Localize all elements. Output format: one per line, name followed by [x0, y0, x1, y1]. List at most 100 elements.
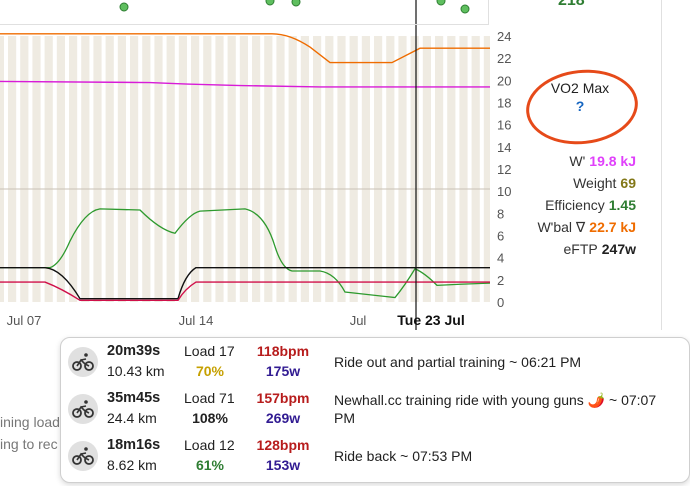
vo2max-block: VO2 Max ?: [530, 80, 630, 114]
crimson-series: [0, 281, 490, 302]
stat-label: W': [569, 153, 586, 169]
day-stripe: [187, 36, 191, 302]
day-stripe: [113, 36, 118, 302]
day-stripe: [333, 36, 338, 302]
stat-value: 22.7 kJ: [589, 219, 636, 235]
orange-series: [0, 33, 490, 64]
day-stripe: [394, 36, 399, 302]
stat-label: eFTP: [563, 241, 598, 257]
activity-heartrate: 118bpm: [256, 343, 310, 359]
y-tick-label: 24: [497, 29, 511, 44]
data-dot: [460, 4, 470, 14]
data-dot: [291, 0, 301, 7]
activity-duration: 35m45s: [107, 390, 161, 406]
stat-efficiency: Efficiency 1.45: [537, 194, 636, 216]
y-tick-label: 12: [497, 162, 511, 177]
activity-duration: 20m39s: [107, 343, 161, 359]
series-lines: [0, 33, 491, 302]
vo2max-label: VO2 Max: [550, 80, 610, 96]
y-tick-label: 0: [497, 295, 504, 310]
activity-row[interactable]: 18m16s 8.62 km Load 12 61% 128bpm 153w R…: [61, 435, 689, 479]
day-stripe: [199, 36, 204, 302]
vo2max-value[interactable]: ?: [575, 98, 585, 114]
stat-label: Efficiency: [545, 197, 605, 213]
day-stripe: [443, 36, 448, 302]
x-tick-label: Tue 23 Jul: [397, 312, 464, 328]
activity-power: 269w: [265, 410, 301, 426]
y-tick-label: 8: [497, 206, 504, 221]
day-stripe: [223, 36, 228, 302]
activity-name[interactable]: Newhall.cc training ride with young guns…: [334, 392, 657, 426]
day-stripe: [418, 36, 423, 302]
data-dot: [436, 0, 446, 6]
day-stripe: [138, 36, 143, 302]
day-stripe: [272, 36, 277, 302]
day-stripe: [65, 36, 69, 302]
day-stripe: [162, 36, 167, 302]
activity-row[interactable]: 20m39s 10.43 km Load 17 70% 118bpm 175w …: [61, 341, 689, 385]
top-partial-value: 218: [558, 0, 585, 9]
activity-intensity: 61%: [195, 457, 225, 473]
stat-eftp: eFTP 247w: [537, 238, 636, 260]
magenta-series: [0, 80, 490, 88]
x-tick-label: Jul: [350, 313, 367, 328]
day-stripe: [467, 36, 472, 302]
stat-weight: Weight 69: [537, 172, 636, 194]
day-stripe: [150, 36, 155, 302]
top-panel-border: [0, 0, 489, 25]
x-axis-ticks: Jul 07 Jul 14 Jul Tue 23 Jul: [7, 312, 465, 328]
y-tick-label: 10: [497, 184, 511, 199]
y-tick-label: 16: [497, 118, 511, 133]
x-tick-label: Jul 14: [179, 313, 214, 328]
y-tick-label: 2: [497, 273, 504, 288]
activity-power: 175w: [265, 363, 301, 379]
bike-icon: [68, 394, 98, 424]
day-stripe: [89, 36, 94, 302]
y-tick-label: 14: [497, 140, 511, 155]
day-stripe: [296, 36, 301, 302]
activity-intensity: 108%: [192, 410, 228, 426]
stat-value: 247w: [601, 241, 636, 257]
day-stripe: [77, 36, 82, 302]
activity-distance: 24.4 km: [107, 410, 157, 426]
day-stripe: [52, 36, 57, 302]
activity-name[interactable]: Ride back ~ 07:53 PM: [334, 448, 473, 464]
bike-icon: [68, 441, 98, 471]
weekday-bands: [0, 36, 490, 302]
activity-row[interactable]: 35m45s 24.4 km Load 71 108% 157bpm 269w …: [61, 388, 689, 432]
y-tick-label: 20: [497, 73, 511, 88]
activity-distance: 10.43 km: [107, 363, 165, 379]
activity-duration: 18m16s: [107, 437, 161, 453]
day-stripe: [40, 36, 45, 302]
stat-value: 1.45: [608, 197, 636, 213]
data-dot: [265, 0, 275, 6]
activity-heartrate: 128bpm: [256, 437, 310, 453]
day-stripe: [370, 36, 374, 302]
panel-divider: [661, 0, 662, 330]
day-stripe: [479, 36, 484, 302]
day-stripe: [126, 36, 130, 302]
background-text: ining load: [0, 414, 60, 430]
activity-intensity: 70%: [195, 363, 225, 379]
activity-load: Load 12: [184, 437, 235, 453]
day-stripe: [455, 36, 460, 302]
day-stripe: [284, 36, 289, 302]
top-dots: [119, 0, 470, 14]
activity-name[interactable]: Ride out and partial training ~ 06:21 PM: [334, 354, 582, 370]
day-stripe: [28, 36, 33, 302]
activity-load: Load 17: [184, 343, 235, 359]
day-stripe: [260, 36, 265, 302]
day-stripe: [357, 36, 362, 302]
green-series: [0, 208, 491, 299]
day-stripe: [345, 36, 350, 302]
stat-wbal: W'bal ∇ 22.7 kJ: [537, 216, 636, 238]
data-dot: [119, 2, 129, 12]
y-tick-label: 6: [497, 229, 504, 244]
activity-load: Load 71: [184, 390, 235, 406]
stat-label: Weight: [573, 175, 617, 191]
background-text: ing to rec: [0, 436, 58, 452]
stat-label: W'bal ∇: [537, 219, 586, 235]
day-stripe: [174, 36, 179, 302]
stat-wprime: W' 19.8 kJ: [537, 150, 636, 172]
